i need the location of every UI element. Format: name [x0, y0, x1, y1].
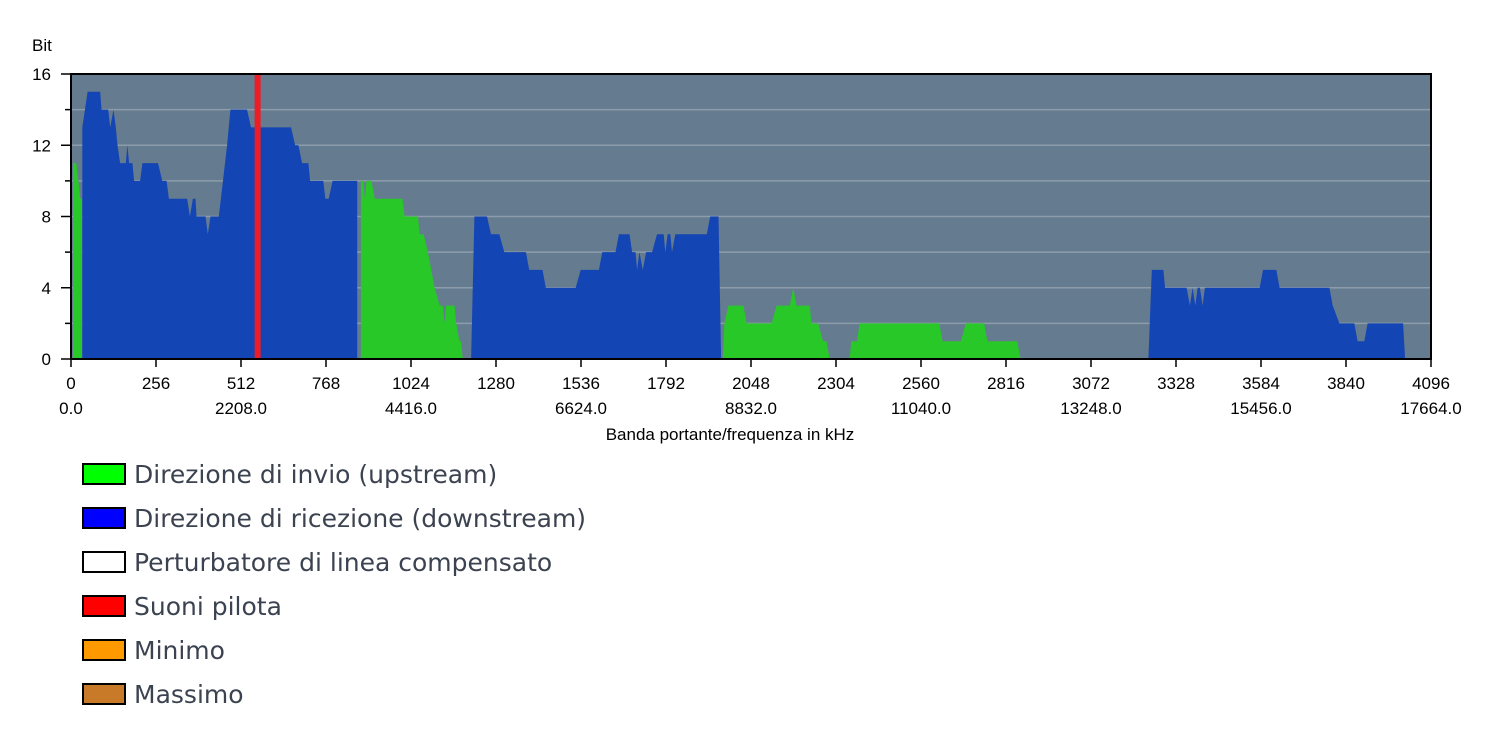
- legend-label: Massimo: [134, 679, 244, 709]
- x-tick-frequency-label: 2208.0: [215, 399, 267, 418]
- y-tick-label: 16: [32, 65, 51, 84]
- x-tick-label: 2816: [987, 374, 1025, 393]
- x-tick-label: 4096: [1412, 374, 1450, 393]
- x-tick-label: 768: [312, 374, 340, 393]
- x-tick-label: 1280: [477, 374, 515, 393]
- x-tick-frequency-label: 8832.0: [725, 399, 777, 418]
- x-tick-frequency-label: 11040.0: [891, 399, 951, 418]
- x-tick-frequency-label: 17664.0: [1400, 399, 1461, 418]
- legend-item: Direzione di invio (upstream): [82, 452, 586, 496]
- pilot-tone-line: [254, 74, 261, 359]
- x-tick-label: 2304: [817, 374, 855, 393]
- y-tick-label: 4: [42, 279, 51, 298]
- x-tick-label: 2560: [902, 374, 940, 393]
- x-tick-frequency-label: 15456.0: [1230, 399, 1291, 418]
- y-tick-label: 8: [42, 208, 51, 227]
- legend-item: Massimo: [82, 672, 586, 716]
- x-tick-label: 1792: [647, 374, 685, 393]
- x-tick-frequency-label: 6624.0: [555, 399, 607, 418]
- x-tick-frequency-label: 0.0: [59, 399, 83, 418]
- legend-item: Minimo: [82, 628, 586, 672]
- series-0-area-1: [360, 180, 463, 359]
- x-tick-label: 2048: [732, 374, 770, 393]
- series-1-area-2: [1148, 269, 1406, 359]
- x-axis: 0 0.0 256 512 2208.0 768 1024 4416.0 1280 1536 662…: [59, 359, 1462, 418]
- x-tick-label: 3328: [1157, 374, 1195, 393]
- series-areas: [73, 91, 1406, 360]
- x-tick-label: 3840: [1327, 374, 1365, 393]
- legend-swatch: [82, 507, 126, 529]
- series-1-area-0: [82, 91, 358, 360]
- series-0-area-3: [849, 323, 1021, 359]
- series-1-area-1: [471, 216, 722, 359]
- y-axis: 0 4 8 12 16: [32, 65, 71, 369]
- x-tick-label: 0: [66, 374, 75, 393]
- legend: Direzione di invio (upstream) Direzione d…: [82, 452, 586, 716]
- legend-swatch: [82, 463, 126, 485]
- y-tick-label: 0: [42, 350, 51, 369]
- legend-swatch: [82, 639, 126, 661]
- legend-label: Minimo: [134, 635, 225, 665]
- x-axis-title: Banda portante/frequenza in kHz: [606, 425, 855, 444]
- legend-swatch: [82, 683, 126, 705]
- x-tick-label: 3072: [1072, 374, 1110, 393]
- x-tick-label: 3584: [1242, 374, 1280, 393]
- legend-item: Direzione di ricezione (downstream): [82, 496, 586, 540]
- x-tick-label: 512: [227, 374, 255, 393]
- pilot-tones: [254, 74, 261, 359]
- legend-item: Suoni pilota: [82, 584, 586, 628]
- x-tick-label: 1536: [562, 374, 600, 393]
- legend-label: Direzione di invio (upstream): [134, 459, 498, 489]
- series-0-area-2: [722, 287, 830, 359]
- legend-label: Suoni pilota: [134, 591, 282, 621]
- x-tick-frequency-label: 4416.0: [385, 399, 437, 418]
- y-tick-label: 12: [32, 136, 51, 155]
- legend-label: Perturbatore di linea compensato: [134, 547, 553, 577]
- legend-swatch: [82, 595, 126, 617]
- y-axis-title: Bit: [32, 36, 52, 55]
- legend-swatch: [82, 551, 126, 573]
- series-0-area-0: [73, 163, 82, 359]
- x-tick-frequency-label: 13248.0: [1060, 399, 1121, 418]
- legend-item: Perturbatore di linea compensato: [82, 540, 586, 584]
- x-tick-label: 1024: [392, 374, 430, 393]
- legend-label: Direzione di ricezione (downstream): [134, 503, 587, 533]
- x-tick-label: 256: [142, 374, 170, 393]
- bit-loading-chart: Bit 0 4 8 12 16 0 0.0 256 512 2208.0 768 1024 4416.…: [32, 36, 1462, 444]
